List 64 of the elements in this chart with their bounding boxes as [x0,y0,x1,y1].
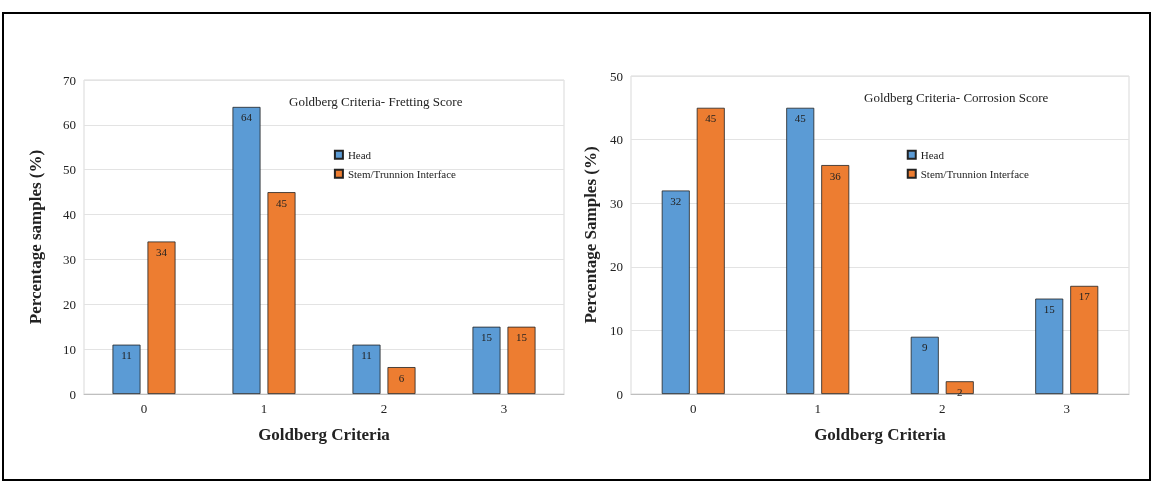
data-label: 45 [794,112,807,125]
y-tick-label: 0 [69,386,76,402]
x-axis-title: Goldberg Criteria [258,425,391,444]
x-tick-label: 0 [690,401,697,416]
y-tick-label: 50 [63,162,76,178]
data-label: 9 [922,341,928,354]
text: Goldberg Criteria- Fretting Score [289,94,463,109]
y-axis-title: Percentage samples (%) [26,149,45,325]
bar [1070,285,1099,394]
y-tick-label: 0 [616,386,623,402]
data-label: 32 [670,194,682,207]
data-label: 15 [1043,303,1056,316]
y-tick-label: 70 [63,72,76,88]
data-label: 17 [1078,290,1091,303]
data-label: 15 [516,331,528,344]
y-tick-label: 30 [63,251,76,267]
bar [507,326,536,394]
data-label: 34 [156,245,168,258]
x-tick-label: 2 [939,401,946,416]
y-tick-label: 10 [63,341,76,357]
bar [472,326,501,394]
bar [910,336,939,394]
legend-label: Head [920,148,945,161]
text: Goldberg Criteria- Corrosion Score [864,90,1049,105]
y-tick-label: 60 [63,117,76,133]
bar [352,344,381,394]
data-label: 2 [957,385,963,398]
y-tick-label: 50 [610,68,623,84]
x-tick-label: 1 [260,401,268,416]
x-tick-label: 3 [500,401,508,416]
data-label: 11 [121,349,132,362]
bar [267,192,296,394]
y-axis-title: Percentage Samples (%) [581,146,600,324]
bar [821,165,850,394]
y-tick-label: 20 [610,259,623,275]
bar [1035,298,1064,394]
x-axis-title: Goldberg Criteria [814,425,947,444]
data-label: 15 [481,331,493,344]
legend-label: Stem/Trunnion Interface [347,167,457,180]
bar [387,367,416,394]
data-label: 45 [276,196,288,209]
legend-label: Stem/Trunnion Interface [920,167,1029,180]
y-tick-label: 40 [610,132,623,148]
bar [147,241,176,394]
bar [232,106,261,394]
y-tick-label: 10 [610,322,623,338]
data-label: 64 [241,111,253,124]
data-label: 36 [829,169,842,182]
x-tick-label: 2 [380,401,388,416]
x-tick-label: 3 [1063,401,1070,416]
y-tick-label: 30 [610,195,623,211]
x-tick-label: 1 [814,401,821,416]
bar [112,344,141,394]
bar [696,107,725,394]
bar [945,381,974,394]
data-label: 45 [705,112,717,125]
bar [661,190,690,394]
y-tick-label: 20 [63,296,76,312]
legend-label: Head [347,148,372,161]
y-tick-label: 40 [63,207,76,223]
data-label: 6 [398,371,405,384]
bar [786,107,815,394]
data-label: 11 [361,349,372,362]
x-tick-label: 0 [140,401,148,416]
